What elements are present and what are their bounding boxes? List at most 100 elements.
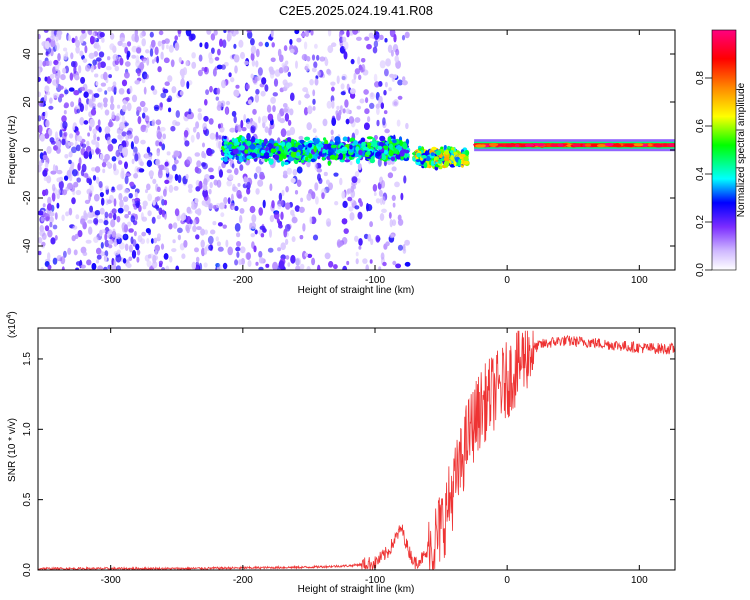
spectrogram-cell bbox=[146, 146, 151, 154]
spectrogram-cell bbox=[464, 149, 470, 156]
spectrogram-cell bbox=[338, 109, 342, 116]
spectrogram-cell bbox=[311, 54, 316, 61]
spectrogram-cell bbox=[399, 139, 403, 147]
spectrogram-cell bbox=[340, 105, 343, 111]
spectrogram-cell bbox=[395, 263, 402, 269]
spectrogram-cell bbox=[283, 228, 288, 238]
spectrogram-cell bbox=[78, 157, 82, 166]
spectrogram-cell bbox=[328, 182, 333, 191]
spectrogram-cell bbox=[95, 259, 100, 264]
spectrogram-cell bbox=[256, 153, 261, 158]
spectrogram-cell bbox=[458, 158, 462, 165]
spectrogram-cell bbox=[70, 52, 74, 60]
spectrogram-cell bbox=[208, 188, 212, 195]
spectrogram-cell bbox=[282, 108, 289, 113]
spectrogram-cell bbox=[65, 141, 70, 150]
spectrogram-cell bbox=[389, 233, 395, 239]
spectrogram-cell bbox=[327, 160, 331, 166]
spectrogram-cell bbox=[313, 61, 318, 69]
spectrogram-cell bbox=[283, 45, 288, 52]
spectrogram-cell bbox=[79, 50, 84, 57]
spectrogram-cell bbox=[234, 259, 239, 266]
spectrogram-cell bbox=[382, 196, 386, 205]
spectrogram-cell bbox=[64, 175, 69, 181]
spectrogram-cell bbox=[129, 181, 135, 187]
spectrogram-cell bbox=[174, 42, 180, 51]
spectrogram-cell bbox=[87, 219, 93, 224]
spectrogram-cell bbox=[91, 139, 97, 145]
spectrogram-cell bbox=[105, 66, 112, 71]
spectrogram-cell bbox=[145, 49, 150, 54]
spectrogram-cell bbox=[196, 160, 202, 168]
spectrogram-cell bbox=[127, 133, 133, 139]
spectrogram-cell bbox=[140, 139, 146, 145]
spectrogram-cell bbox=[56, 169, 63, 175]
spectrogram-cell bbox=[98, 218, 104, 224]
spectrogram-cell bbox=[525, 143, 535, 147]
colorbar-ticks: 0.0 0.2 0.4 0.6 0.8 bbox=[695, 71, 712, 277]
spectrogram-cell bbox=[239, 246, 246, 254]
spectrogram-cell bbox=[372, 184, 378, 192]
spectrogram-cell bbox=[243, 176, 248, 183]
spectrogram-cell bbox=[347, 196, 353, 202]
spectrogram-cell bbox=[269, 183, 273, 191]
spectrogram-cell bbox=[44, 40, 50, 50]
spectrogram-cell bbox=[79, 117, 85, 126]
spectrogram-cell bbox=[274, 154, 280, 161]
spectrogram-cell bbox=[341, 237, 348, 245]
spectrogram-cell bbox=[83, 151, 89, 159]
spectrogram-cell bbox=[142, 200, 148, 207]
spectrogram-cell bbox=[127, 211, 131, 215]
spectrogram-cell bbox=[341, 36, 347, 43]
spectrogram-cell bbox=[294, 30, 300, 35]
spectrogram-cell bbox=[220, 212, 225, 218]
x-tick-label: 100 bbox=[631, 275, 648, 286]
spectrogram-cell bbox=[38, 237, 43, 244]
colorbar-tick-label: 0.4 bbox=[695, 167, 706, 181]
spectrogram-cell bbox=[202, 162, 208, 170]
spectrogram-cell bbox=[335, 110, 339, 116]
spectrogram-cell bbox=[370, 238, 374, 246]
spectrogram-cell bbox=[270, 148, 277, 153]
spectrogram-cell bbox=[450, 150, 454, 154]
spectrogram-cell bbox=[283, 170, 288, 176]
spectrogram-cell bbox=[146, 260, 152, 268]
spectrogram-cell bbox=[209, 181, 213, 189]
spectrogram-cell bbox=[136, 249, 141, 256]
spectrogram-cell bbox=[383, 160, 387, 167]
spectrogram-cell bbox=[196, 256, 200, 263]
spectrogram-cell bbox=[203, 153, 207, 159]
spectrogram-cell bbox=[236, 251, 240, 258]
spectrogram-cell bbox=[131, 54, 137, 59]
spectrogram-cell bbox=[253, 245, 257, 253]
spectrogram-cell bbox=[315, 196, 319, 205]
spectrogram-cell bbox=[391, 194, 396, 201]
spectrogram-cell bbox=[136, 106, 142, 113]
spectrogram-cell bbox=[343, 51, 348, 60]
spectrogram-cell bbox=[135, 60, 141, 68]
snr-multiplier-label: (x104) bbox=[6, 311, 18, 338]
spectrogram-cell bbox=[401, 34, 406, 41]
spectrogram-cell bbox=[271, 200, 275, 209]
spectrogram-cell bbox=[171, 164, 177, 172]
spectrogram-cell bbox=[225, 107, 229, 114]
spectrogram-cell bbox=[397, 95, 403, 100]
spectrogram-cell bbox=[215, 263, 220, 268]
spectrogram-cell bbox=[345, 108, 351, 114]
spectrogram-cell bbox=[134, 191, 138, 198]
spectrogram-cell bbox=[369, 221, 373, 228]
spectrogram-cell bbox=[365, 97, 369, 104]
spectrogram-cell bbox=[299, 206, 305, 213]
spectrogram-cell bbox=[53, 59, 59, 66]
spectrogram-cell bbox=[38, 59, 43, 68]
spectrogram-cell bbox=[70, 101, 75, 108]
spectrogram-cell bbox=[475, 144, 484, 148]
spectrogram-cell bbox=[310, 30, 314, 36]
spectrogram-cell bbox=[39, 133, 46, 142]
spectrogram-cell bbox=[84, 104, 89, 111]
spectrogram-cell bbox=[302, 223, 306, 232]
spectrogram-cell bbox=[236, 232, 241, 238]
spectrogram-cell bbox=[388, 150, 394, 157]
spectrogram-cell bbox=[188, 188, 193, 194]
spectrogram-cell bbox=[227, 32, 232, 41]
